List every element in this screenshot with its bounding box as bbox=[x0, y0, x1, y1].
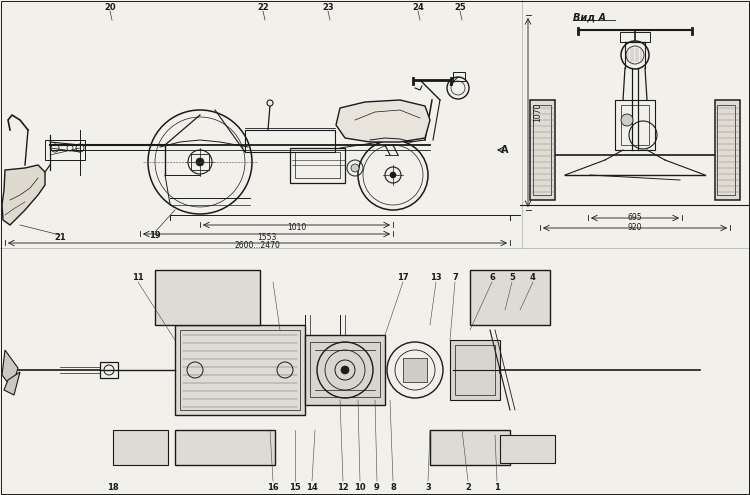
Bar bbox=[450, 340, 500, 400]
Circle shape bbox=[390, 172, 396, 178]
Text: 19: 19 bbox=[149, 231, 160, 240]
Polygon shape bbox=[2, 165, 45, 225]
Text: 1: 1 bbox=[494, 483, 500, 492]
Text: 2: 2 bbox=[465, 483, 471, 492]
Bar bbox=[191, 154, 209, 170]
Bar bbox=[45, 140, 85, 160]
Text: 2600...2470: 2600...2470 bbox=[235, 242, 280, 250]
Bar bbox=[533, 105, 551, 195]
Text: Вид А: Вид А bbox=[573, 13, 606, 23]
Bar bbox=[715, 100, 740, 200]
Bar bbox=[175, 430, 275, 465]
Circle shape bbox=[621, 114, 633, 126]
Text: 18: 18 bbox=[107, 483, 118, 492]
Text: 3: 3 bbox=[425, 483, 430, 492]
Text: 15: 15 bbox=[290, 483, 301, 492]
Text: 695: 695 bbox=[628, 213, 642, 222]
Text: 4: 4 bbox=[530, 274, 536, 283]
Bar bbox=[403, 358, 427, 382]
Bar bbox=[100, 362, 118, 378]
Bar bbox=[305, 335, 385, 405]
Bar bbox=[290, 148, 345, 183]
Bar bbox=[245, 130, 335, 152]
Bar bbox=[470, 270, 550, 325]
Text: 8: 8 bbox=[390, 483, 396, 492]
Text: 5: 5 bbox=[509, 274, 515, 283]
Bar bbox=[620, 32, 650, 42]
Bar bbox=[453, 72, 465, 81]
Text: 17: 17 bbox=[398, 274, 409, 283]
Circle shape bbox=[341, 366, 349, 374]
Polygon shape bbox=[4, 372, 20, 395]
Circle shape bbox=[196, 158, 204, 166]
Text: 25: 25 bbox=[454, 3, 466, 12]
Bar bbox=[455, 345, 495, 395]
Bar bbox=[155, 270, 260, 325]
Text: 20: 20 bbox=[104, 3, 116, 12]
Text: A: A bbox=[501, 145, 509, 155]
Text: 7: 7 bbox=[452, 274, 458, 283]
Text: 14: 14 bbox=[306, 483, 318, 492]
Text: 6: 6 bbox=[489, 274, 495, 283]
Text: 11: 11 bbox=[132, 274, 144, 283]
Circle shape bbox=[405, 360, 425, 380]
Circle shape bbox=[267, 100, 273, 106]
Text: 1553: 1553 bbox=[256, 233, 276, 242]
Polygon shape bbox=[336, 100, 430, 142]
Bar bbox=[180, 330, 300, 410]
Bar bbox=[430, 430, 510, 465]
Bar bbox=[615, 100, 655, 150]
Text: 12: 12 bbox=[338, 483, 349, 492]
Text: 1010: 1010 bbox=[286, 224, 306, 233]
Bar bbox=[310, 342, 380, 397]
Text: 16: 16 bbox=[267, 483, 279, 492]
Text: 9: 9 bbox=[374, 483, 380, 492]
Bar bbox=[621, 105, 649, 145]
Text: 23: 23 bbox=[322, 3, 334, 12]
Text: 1070: 1070 bbox=[533, 102, 542, 122]
Text: 13: 13 bbox=[430, 274, 442, 283]
Circle shape bbox=[351, 164, 359, 172]
Bar bbox=[717, 105, 735, 195]
Bar bbox=[295, 152, 340, 178]
Text: 24: 24 bbox=[413, 3, 424, 12]
Text: 22: 22 bbox=[257, 3, 268, 12]
Bar bbox=[175, 325, 305, 415]
Polygon shape bbox=[2, 350, 18, 388]
Bar bbox=[500, 435, 555, 463]
Text: 21: 21 bbox=[54, 234, 66, 243]
Text: 920: 920 bbox=[628, 224, 642, 233]
Text: 10: 10 bbox=[354, 483, 366, 492]
Bar bbox=[113, 430, 168, 465]
Bar bbox=[530, 100, 555, 200]
